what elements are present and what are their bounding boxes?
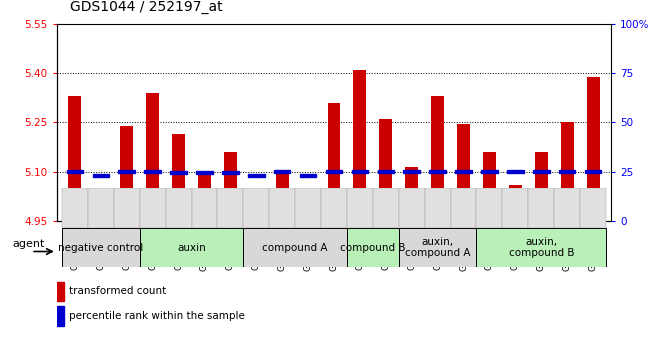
Text: auxin: auxin [177, 243, 206, 253]
Bar [321, 188, 347, 228]
Bar [68, 96, 81, 221]
Bar [559, 170, 575, 173]
Bar [560, 122, 574, 221]
Bar [170, 171, 187, 174]
Bar [57, 282, 64, 301]
Bar [587, 77, 600, 221]
Bar [347, 188, 373, 228]
Text: compound B: compound B [340, 243, 405, 253]
Bar [120, 126, 133, 221]
Bar [457, 124, 470, 221]
Bar [144, 170, 161, 173]
Bar [403, 170, 420, 173]
Bar [509, 185, 522, 221]
Bar [476, 228, 606, 267]
Bar [399, 228, 476, 267]
Bar [94, 219, 108, 221]
Bar [93, 175, 109, 177]
Text: compound A: compound A [263, 243, 328, 253]
Bar [62, 228, 140, 267]
Text: agent: agent [12, 239, 45, 248]
Bar [584, 170, 601, 173]
Bar [295, 188, 321, 228]
Bar [351, 170, 368, 173]
Bar [140, 188, 166, 228]
Bar [425, 188, 451, 228]
Bar [302, 216, 315, 221]
Bar [222, 171, 238, 174]
Bar [326, 170, 342, 173]
Bar [248, 174, 265, 177]
Bar [483, 152, 496, 221]
Bar [399, 188, 425, 228]
Bar [243, 188, 269, 228]
Bar [481, 170, 498, 173]
Bar [192, 188, 217, 228]
Bar [580, 188, 606, 228]
Bar [67, 170, 84, 173]
Bar [172, 134, 185, 221]
Bar [353, 70, 366, 221]
Bar [327, 103, 341, 221]
Bar [198, 171, 211, 221]
Bar [196, 171, 212, 174]
Bar [430, 170, 446, 173]
Bar [502, 188, 528, 228]
Text: percentile rank within the sample: percentile rank within the sample [69, 311, 245, 321]
Bar [114, 188, 140, 228]
Bar [456, 170, 472, 173]
Bar [533, 170, 550, 173]
Bar [217, 188, 243, 228]
Bar [274, 170, 291, 173]
Bar [373, 188, 399, 228]
Bar [224, 152, 237, 221]
Text: negative control: negative control [58, 243, 144, 253]
Bar [62, 188, 88, 228]
Bar [146, 93, 159, 221]
Bar [166, 188, 192, 228]
Bar [140, 228, 243, 267]
Bar [300, 174, 317, 177]
Text: auxin,
compound A: auxin, compound A [405, 237, 470, 258]
Bar [57, 306, 64, 326]
Bar [276, 171, 289, 221]
Bar [535, 152, 548, 221]
Text: GDS1044 / 252197_at: GDS1044 / 252197_at [70, 0, 222, 14]
Bar [451, 188, 476, 228]
Bar [269, 188, 295, 228]
Bar [379, 119, 392, 221]
Bar [476, 188, 502, 228]
Bar [554, 188, 580, 228]
Bar [347, 228, 399, 267]
Bar [405, 167, 418, 221]
Bar [243, 228, 347, 267]
Bar [88, 188, 114, 228]
Bar [431, 96, 444, 221]
Text: transformed count: transformed count [69, 286, 166, 296]
Bar [528, 188, 554, 228]
Text: auxin,
compound B: auxin, compound B [508, 237, 574, 258]
Bar [118, 170, 135, 173]
Bar [250, 209, 263, 221]
Bar [507, 170, 524, 173]
Bar [377, 170, 394, 173]
